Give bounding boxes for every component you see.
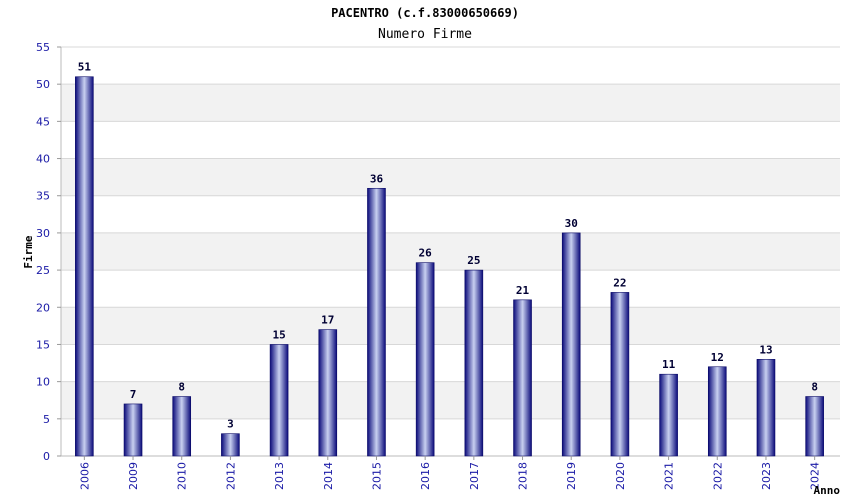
- x-tick-label: 2014: [322, 462, 335, 490]
- grid-band: [61, 307, 840, 345]
- data-label: 13: [759, 343, 772, 356]
- data-label: 12: [711, 351, 724, 364]
- x-tick-label: 2006: [78, 462, 91, 490]
- x-tick-label: 2009: [127, 462, 140, 490]
- data-label: 36: [370, 172, 384, 185]
- chart-subtitle: Numero Firme: [378, 27, 472, 42]
- y-tick-label: 35: [36, 190, 50, 203]
- y-tick-label: 10: [36, 376, 50, 389]
- x-axis-label: Anno: [814, 484, 841, 497]
- y-tick-label: 25: [36, 264, 50, 277]
- x-tick-label: 2013: [273, 462, 286, 490]
- y-tick-label: 0: [43, 450, 50, 463]
- x-tick-label: 2019: [565, 462, 578, 490]
- data-labels: 51 7 8 3 15 17 36 26 25 21 30 22 11 12 13 8: [78, 61, 818, 431]
- data-label: 25: [467, 254, 480, 267]
- x-tick-label: 2016: [419, 462, 432, 490]
- data-label: 30: [565, 217, 578, 230]
- bar: [659, 373, 678, 457]
- data-label: 26: [419, 247, 433, 260]
- y-tick-label: 40: [36, 153, 50, 166]
- gridlines: [61, 46, 840, 457]
- bar: [415, 262, 435, 457]
- bar: [756, 359, 776, 457]
- x-tick-label: 2024: [809, 462, 822, 490]
- bar: [75, 76, 94, 457]
- bar: [513, 299, 532, 457]
- plot-background: [61, 84, 840, 419]
- bar: [221, 433, 240, 457]
- y-tick-label: 20: [36, 301, 50, 314]
- x-tick-label: 2022: [711, 462, 724, 490]
- chart-title: PACENTRO (c.f.83000650669): [331, 6, 519, 20]
- y-axis-label: Firme: [22, 235, 35, 268]
- data-label: 8: [178, 381, 185, 394]
- data-label: 15: [272, 328, 285, 341]
- x-tick-label: 2018: [517, 462, 530, 490]
- x-tick-label: 2020: [614, 462, 627, 490]
- y-tick-label: 55: [36, 41, 50, 54]
- data-label: 8: [811, 381, 818, 394]
- bar: [464, 269, 484, 457]
- x-tick-label: 2015: [370, 462, 383, 490]
- grid-band: [61, 84, 840, 122]
- grid-band: [61, 158, 840, 196]
- x-tick-label: 2012: [224, 462, 237, 490]
- data-label: 3: [227, 418, 234, 431]
- x-tick-label: 2023: [760, 462, 773, 490]
- x-axis-ticks: 2006 2009 2010 2012 2013 2014 2015 2016 2017 2018…: [78, 456, 822, 490]
- data-label: 17: [321, 314, 334, 327]
- bar: [610, 292, 630, 457]
- data-label: 7: [130, 388, 137, 401]
- data-label: 51: [78, 61, 92, 74]
- data-label: 21: [516, 284, 530, 297]
- grid-band: [61, 232, 840, 271]
- y-tick-label: 15: [36, 338, 50, 351]
- x-tick-label: 2021: [663, 462, 676, 490]
- data-label: 11: [662, 358, 676, 371]
- data-label: 22: [613, 276, 626, 289]
- y-tick-label: 45: [36, 115, 50, 128]
- x-tick-label: 2017: [468, 462, 481, 490]
- bar: [123, 403, 143, 457]
- bars: [75, 76, 824, 457]
- bar: [561, 232, 581, 457]
- x-tick-label: 2010: [176, 462, 189, 490]
- bar: [269, 344, 289, 457]
- y-axis-ticks: 0 5 10 15 20 25 30 35 40 45 50 55: [36, 41, 61, 463]
- bar: [805, 396, 824, 457]
- bar: [707, 366, 727, 457]
- bar: [172, 396, 192, 457]
- y-tick-label: 5: [43, 413, 50, 426]
- bar: [318, 329, 338, 457]
- y-tick-label: 50: [36, 78, 50, 91]
- y-tick-label: 30: [36, 227, 50, 240]
- bar: [367, 187, 386, 457]
